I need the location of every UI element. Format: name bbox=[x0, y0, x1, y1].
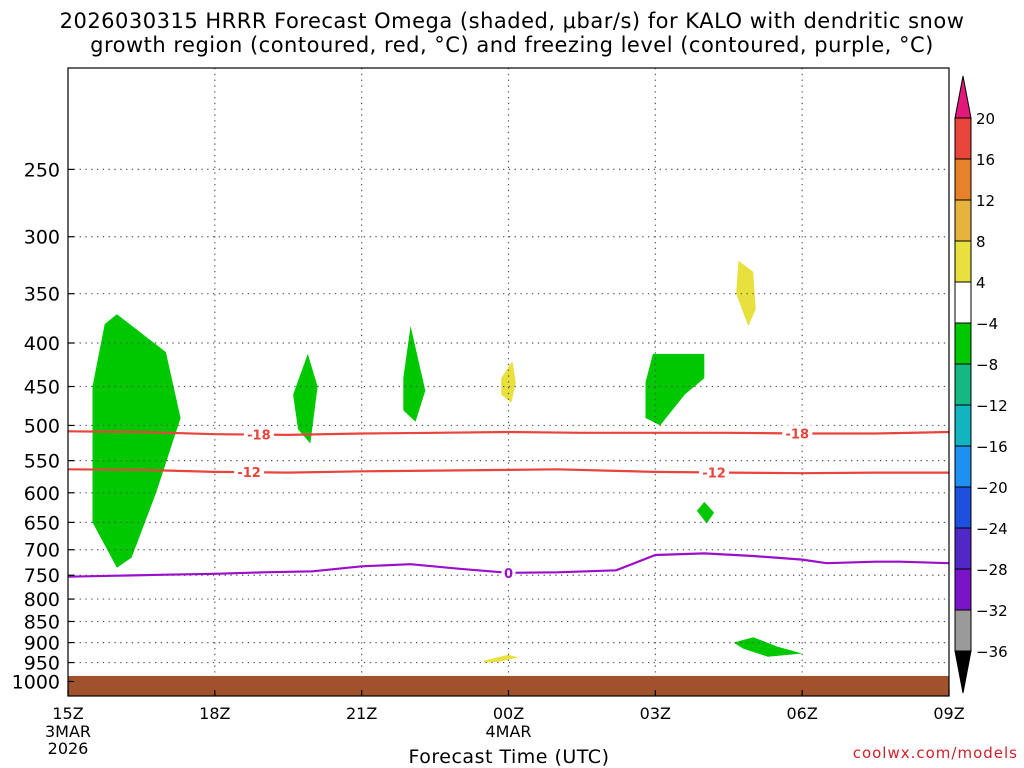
contour-label-bg bbox=[782, 425, 813, 442]
y-tick-label: 300 bbox=[24, 227, 60, 249]
contour-label: -12 bbox=[237, 466, 261, 481]
x-tick-label: 21Z bbox=[346, 704, 377, 723]
contour-label: -18 bbox=[247, 429, 271, 444]
y-tick-label: 650 bbox=[24, 512, 60, 534]
colorbar-label: −20 bbox=[976, 479, 1008, 497]
contour-label-bg bbox=[699, 464, 730, 481]
y-tick-label: 750 bbox=[24, 565, 60, 587]
attribution-link[interactable]: coolwx.com/models bbox=[852, 744, 1018, 762]
colorbar-segment bbox=[954, 281, 972, 324]
colorbar-segment bbox=[954, 609, 972, 652]
colorbar-segment bbox=[954, 404, 972, 447]
x-tick-label: 00Z bbox=[493, 704, 524, 723]
y-tick-label: 1000 bbox=[12, 672, 60, 694]
colorbar-label: −24 bbox=[976, 520, 1008, 538]
y-tick-label: 550 bbox=[24, 451, 60, 473]
colorbar-label: −12 bbox=[976, 397, 1008, 415]
y-tick-label: 850 bbox=[24, 611, 60, 633]
y-tick-label: 700 bbox=[24, 540, 60, 562]
contour-label-bg bbox=[234, 464, 265, 481]
colorbar-segment bbox=[954, 117, 972, 160]
colorbar-label: −4 bbox=[976, 315, 998, 333]
contour-label-bg bbox=[243, 426, 274, 443]
colorbar-segment bbox=[954, 363, 972, 406]
colorbar-label: −28 bbox=[976, 561, 1008, 579]
y-tick-label: 600 bbox=[24, 483, 60, 505]
omega-region bbox=[645, 353, 705, 426]
omega-region bbox=[92, 314, 181, 568]
omega-region bbox=[733, 637, 803, 657]
omega-region bbox=[736, 260, 756, 326]
colorbar-label: −16 bbox=[976, 438, 1008, 456]
contour-label: -18 bbox=[786, 427, 810, 442]
colorbar-top-arrow bbox=[954, 75, 972, 119]
x-axis-title: Forecast Time (UTC) bbox=[408, 746, 610, 768]
y-tick-label: 400 bbox=[24, 333, 60, 355]
colorbar-segment bbox=[954, 322, 972, 365]
colorbar-segment bbox=[954, 568, 972, 611]
contour-line bbox=[67, 468, 949, 475]
colorbar-label: −32 bbox=[976, 602, 1008, 620]
colorbar-label: 4 bbox=[976, 274, 986, 292]
y-tick-label: 500 bbox=[24, 415, 60, 437]
x-tick-label: 15Z bbox=[52, 704, 83, 723]
colorbar-segment bbox=[954, 486, 972, 529]
x-tick-label: 06Z bbox=[787, 704, 818, 723]
y-tick-label: 800 bbox=[24, 589, 60, 611]
colorbar-label: 12 bbox=[976, 192, 995, 210]
x-tick-sublabel: 3MAR bbox=[45, 722, 91, 741]
omega-region bbox=[696, 501, 715, 524]
contour-line bbox=[67, 552, 950, 578]
y-tick-label: 450 bbox=[24, 377, 60, 399]
contour-label: -12 bbox=[702, 466, 726, 481]
chart-title-line-2: growth region (contoured, red, °C) and f… bbox=[90, 33, 934, 57]
colorbar-segment bbox=[954, 527, 972, 570]
omega-region bbox=[484, 654, 519, 663]
contour-label: 0 bbox=[504, 567, 513, 582]
y-tick-label: 950 bbox=[24, 653, 60, 675]
colorbar-label: 8 bbox=[976, 233, 986, 251]
colorbar-segment bbox=[954, 158, 972, 201]
x-tick-label: 18Z bbox=[199, 704, 230, 723]
colorbar-segment bbox=[954, 199, 972, 242]
colorbar-label: 16 bbox=[976, 151, 995, 169]
colorbar-bottom-arrow bbox=[954, 650, 972, 694]
y-tick-label: 900 bbox=[24, 633, 60, 655]
omega-region bbox=[293, 353, 318, 444]
colorbar-segment bbox=[954, 445, 972, 488]
x-tick-label: 09Z bbox=[933, 704, 964, 723]
contour-label-bg bbox=[501, 564, 516, 581]
x-tick-sublabel: 4MAR bbox=[485, 722, 531, 741]
y-tick-label: 350 bbox=[24, 284, 60, 306]
colorbar-label: −36 bbox=[976, 643, 1008, 661]
ground-shading bbox=[68, 675, 949, 696]
omega-region bbox=[403, 326, 426, 422]
colorbar-label: −8 bbox=[976, 356, 998, 374]
colorbar-segment bbox=[954, 240, 972, 283]
x-tick-sublabel: 2026 bbox=[48, 739, 89, 758]
chart-title-line-1: 2026030315 HRRR Forecast Omega (shaded, … bbox=[59, 9, 965, 33]
x-tick-label: 03Z bbox=[640, 704, 671, 723]
y-tick-label: 250 bbox=[24, 159, 60, 181]
colorbar-label: 20 bbox=[976, 110, 995, 128]
